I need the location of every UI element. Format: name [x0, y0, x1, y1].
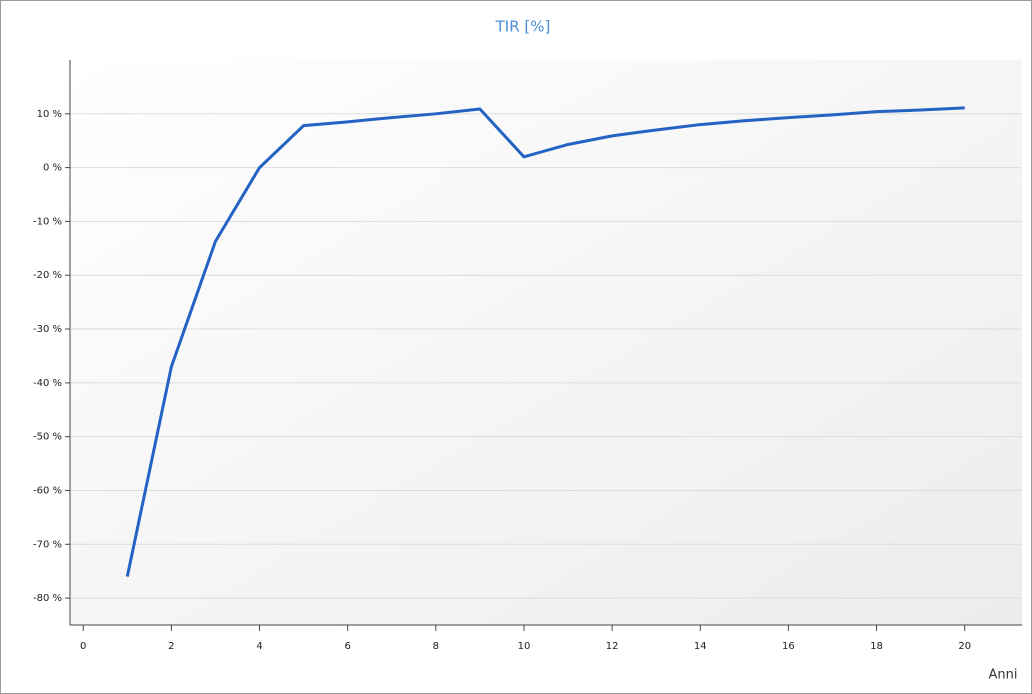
- y-tick-label: -10 %: [33, 216, 62, 227]
- x-tick-label: 18: [870, 641, 883, 652]
- y-tick-label: -20 %: [33, 270, 62, 281]
- chart-title: TIR [%]: [495, 18, 551, 36]
- y-tick-label: -70 %: [33, 539, 62, 550]
- x-tick-label: 2: [168, 641, 174, 652]
- x-tick-label: 10: [518, 641, 531, 652]
- x-tick-label: 4: [256, 641, 262, 652]
- x-tick-label: 0: [80, 641, 86, 652]
- plot-area: [70, 60, 1022, 625]
- x-axis-label: Anni: [989, 668, 1018, 683]
- y-tick-label: 0 %: [43, 163, 62, 174]
- y-tick-label: -80 %: [33, 593, 62, 604]
- y-tick-label: -60 %: [33, 485, 62, 496]
- x-tick-label: 20: [958, 641, 971, 652]
- x-tick-label: 14: [694, 641, 707, 652]
- y-tick-label: -50 %: [33, 432, 62, 443]
- x-tick-label: 12: [606, 641, 619, 652]
- y-tick-label: -30 %: [33, 324, 62, 335]
- series-line: [125, 106, 965, 577]
- y-tick-label: -40 %: [33, 378, 62, 389]
- x-tick-label: 6: [344, 641, 350, 652]
- x-tick-label: 8: [433, 641, 439, 652]
- x-tick-label: 16: [782, 641, 795, 652]
- y-tick-label: 10 %: [37, 109, 62, 120]
